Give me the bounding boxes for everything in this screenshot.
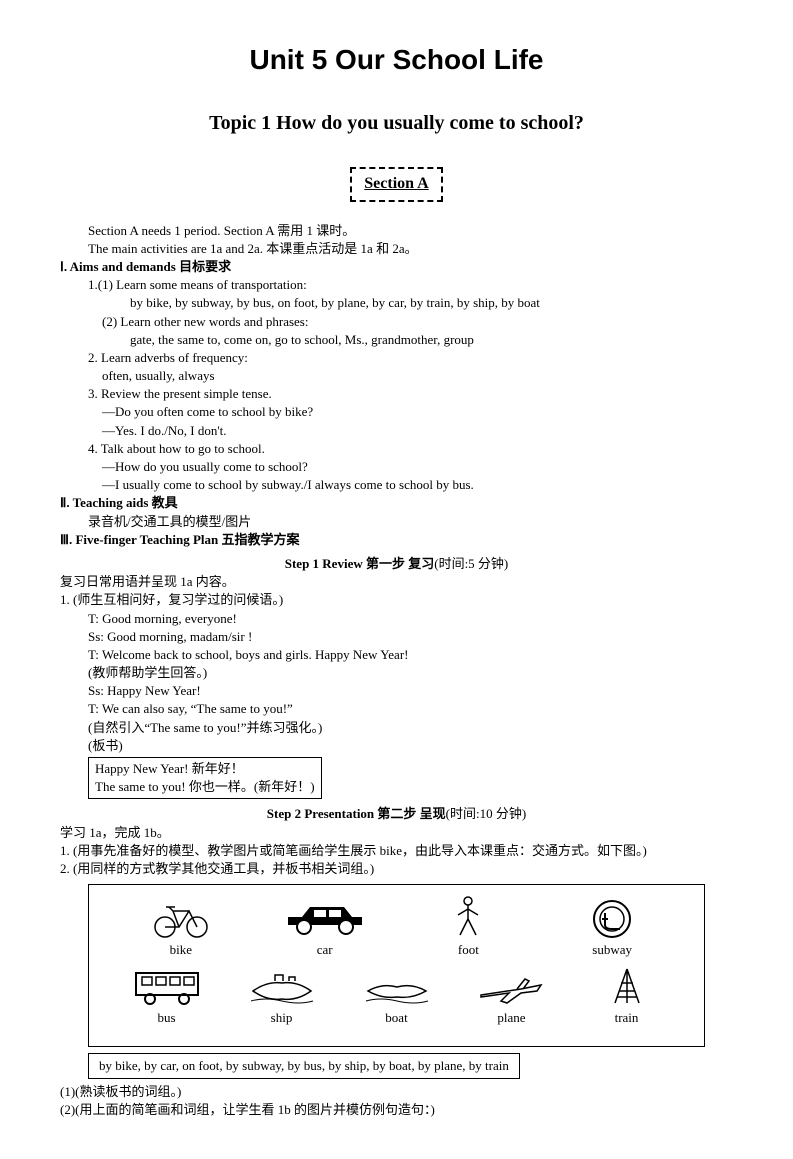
transport-label: bus <box>157 1010 175 1025</box>
unit-title: Unit 5 Our School Life <box>60 40 733 79</box>
transport-subway: subway <box>540 899 684 959</box>
step1-p3: (板书) <box>88 737 733 755</box>
transport-box: bike car foot <box>88 884 705 1046</box>
intro-line-1: Section A needs 1 period. Section A 需用 1… <box>88 222 733 240</box>
transport-foot: foot <box>397 895 541 959</box>
teaching-heading: Ⅱ. Teaching aids 教具 <box>60 494 733 512</box>
after-1: (1)(熟读板书的词组。) <box>60 1083 733 1101</box>
aims-2: 2. Learn adverbs of frequency: <box>88 349 733 367</box>
section-label: Section A <box>350 167 442 201</box>
step1-l0: 复习日常用语并呈现 1a 内容。 <box>60 573 733 591</box>
aims-heading: Ⅰ. Aims and demands 目标要求 <box>60 258 733 276</box>
transport-label: bike <box>170 942 192 957</box>
ship-icon <box>247 971 317 1007</box>
aims-4b: —I usually come to school by subway./I a… <box>102 476 733 494</box>
train-icon <box>607 967 647 1007</box>
teaching-line: 录音机/交通工具的模型/图片 <box>88 513 733 531</box>
boat-icon <box>362 977 432 1007</box>
transport-row-1: bike car foot <box>109 895 684 959</box>
step1-t2: T: Welcome back to school, boys and girl… <box>88 646 733 664</box>
aims-1c: gate, the same to, come on, go to school… <box>130 331 733 349</box>
step1-title-text: Step 1 Review 第一步 复习 <box>285 556 435 571</box>
transport-label: plane <box>497 1010 525 1025</box>
transport-label: ship <box>271 1010 293 1025</box>
section-label-wrap: Section A <box>60 167 733 201</box>
aims-1b: (2) Learn other new words and phrases: <box>102 313 733 331</box>
step2-time: (时间:10 分钟) <box>446 806 527 821</box>
aims-1a: by bike, by subway, by bus, on foot, by … <box>130 294 733 312</box>
step1-t3: T: We can also say, “The same to you!” <box>88 700 733 718</box>
plan-heading: Ⅲ. Five-finger Teaching Plan 五指教学方案 <box>60 531 733 549</box>
step1-title: Step 1 Review 第一步 复习(时间:5 分钟) <box>60 555 733 573</box>
transport-boat: boat <box>339 977 454 1027</box>
board-box: Happy New Year! 新年好！ The same to you! 你也… <box>88 757 322 799</box>
transport-car: car <box>253 901 397 959</box>
transport-train: train <box>569 967 684 1027</box>
topic-title: Topic 1 How do you usually come to schoo… <box>60 109 733 137</box>
aims-2a: often, usually, always <box>102 367 733 385</box>
transport-bus: bus <box>109 969 224 1027</box>
step1-s1: Ss: Good morning, madam/sir ! <box>88 628 733 646</box>
step2-l1: 1. (用事先准备好的模型、教学图片或简笔画给学生展示 bike，由此导入本课重… <box>60 842 733 860</box>
phrase-box: by bike, by car, on foot, by subway, by … <box>88 1053 520 1079</box>
step1-l1: 1. (师生互相问好，复习学过的问候语。) <box>60 591 733 609</box>
transport-row-2: bus ship boat plane <box>109 967 684 1027</box>
bus-icon <box>132 969 202 1007</box>
subway-icon <box>590 899 634 939</box>
aims-3a: —Do you often come to school by bike? <box>102 403 733 421</box>
transport-bike: bike <box>109 901 253 959</box>
transport-label: car <box>317 942 333 957</box>
step1-p2: (自然引入“The same to you!”并练习强化。) <box>88 719 733 737</box>
step2-l2: 2. (用同样的方式教学其他交通工具，并板书相关词组。) <box>60 860 733 878</box>
step1-time: (时间:5 分钟) <box>434 556 508 571</box>
after-2: (2)(用上面的简笔画和词组，让学生看 1b 的图片并模仿例句造句：) <box>60 1101 733 1119</box>
transport-ship: ship <box>224 971 339 1027</box>
aims-3b: —Yes. I do./No, I don't. <box>102 422 733 440</box>
transport-label: foot <box>458 942 479 957</box>
transport-plane: plane <box>454 977 569 1027</box>
intro-line-2: The main activities are 1a and 2a. 本课重点活… <box>88 240 733 258</box>
step2-l0: 学习 1a，完成 1b。 <box>60 824 733 842</box>
step1-p1: (教师帮助学生回答。) <box>88 664 733 682</box>
aims-4: 4. Talk about how to go to school. <box>88 440 733 458</box>
board-line-1: Happy New Year! 新年好！ <box>95 760 315 778</box>
board-line-2: The same to you! 你也一样。(新年好！) <box>95 778 315 796</box>
bike-icon <box>151 901 211 939</box>
aims-1: 1.(1) Learn some means of transportation… <box>88 276 733 294</box>
aims-3: 3. Review the present simple tense. <box>88 385 733 403</box>
car-icon <box>280 901 370 939</box>
transport-label: boat <box>385 1010 407 1025</box>
transport-label: subway <box>592 942 632 957</box>
step1-t1: T: Good morning, everyone! <box>88 610 733 628</box>
plane-icon <box>477 977 547 1007</box>
transport-label: train <box>615 1010 639 1025</box>
step2-title-text: Step 2 Presentation 第二步 呈现 <box>267 806 446 821</box>
foot-icon <box>448 895 488 939</box>
step2-title: Step 2 Presentation 第二步 呈现(时间:10 分钟) <box>60 805 733 823</box>
aims-4a: —How do you usually come to school? <box>102 458 733 476</box>
step1-s2: Ss: Happy New Year! <box>88 682 733 700</box>
